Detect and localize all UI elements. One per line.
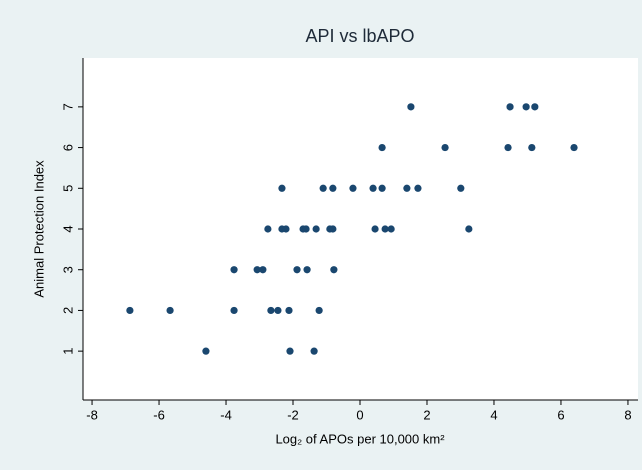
point xyxy=(202,347,210,355)
y-tick-label: 6 xyxy=(60,144,75,151)
plot-area xyxy=(83,58,638,400)
point xyxy=(369,184,377,192)
point xyxy=(278,184,286,192)
point xyxy=(329,225,337,233)
point xyxy=(286,347,294,355)
point xyxy=(407,103,415,111)
x-tick-label: -6 xyxy=(153,407,165,422)
point xyxy=(282,225,290,233)
x-tick-label: 0 xyxy=(356,407,363,422)
point xyxy=(378,184,386,192)
y-tick-label: 4 xyxy=(60,225,75,232)
point xyxy=(387,225,395,233)
point xyxy=(230,306,238,315)
point xyxy=(531,103,539,111)
point xyxy=(293,266,301,274)
point xyxy=(349,184,357,192)
x-tick-label: 6 xyxy=(557,407,564,422)
point xyxy=(465,225,473,233)
point xyxy=(457,184,465,192)
point xyxy=(315,306,323,315)
y-tick-label: 7 xyxy=(60,103,75,110)
x-tick-label: -2 xyxy=(287,407,299,422)
point xyxy=(403,184,411,192)
y-tick-label: 5 xyxy=(60,185,75,192)
point xyxy=(253,266,261,274)
x-tick-label: 8 xyxy=(624,407,631,422)
point xyxy=(302,225,310,233)
point xyxy=(126,306,134,315)
point xyxy=(166,306,174,315)
point xyxy=(414,184,422,192)
point xyxy=(274,306,282,315)
y-tick-label: 3 xyxy=(60,266,75,273)
point xyxy=(312,225,320,233)
point xyxy=(504,143,512,152)
x-tick-label: 4 xyxy=(490,407,497,422)
point xyxy=(330,266,338,274)
point xyxy=(329,184,337,192)
x-axis-label: Log₂ of APOs per 10,000 km² xyxy=(275,431,445,446)
point xyxy=(371,225,379,233)
point xyxy=(264,225,272,233)
point xyxy=(319,184,327,192)
point xyxy=(303,266,311,274)
y-tick-label: 2 xyxy=(60,307,75,314)
chart-title: API vs lbAPO xyxy=(305,26,414,46)
point xyxy=(259,266,267,274)
point xyxy=(506,103,514,111)
point xyxy=(522,103,530,111)
point xyxy=(267,306,275,315)
point xyxy=(441,143,449,152)
point xyxy=(378,143,386,152)
point xyxy=(230,266,238,274)
y-axis-label: Animal Protection Index xyxy=(31,160,46,298)
point xyxy=(528,143,536,152)
point xyxy=(285,306,293,315)
point xyxy=(570,143,578,152)
point xyxy=(310,347,318,355)
point xyxy=(381,225,389,233)
x-tick-label: -4 xyxy=(220,407,232,422)
x-tick-label: -8 xyxy=(86,407,98,422)
x-tick-label: 2 xyxy=(423,407,430,422)
y-tick-label: 1 xyxy=(60,348,75,355)
